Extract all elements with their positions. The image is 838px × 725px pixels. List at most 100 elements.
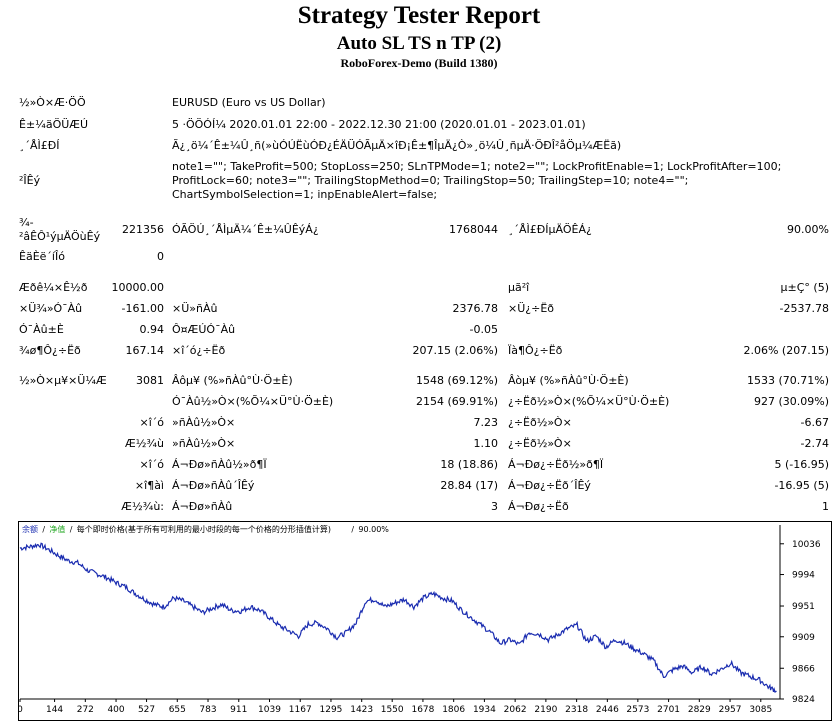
profit-trades-value: 2154 (69.91%) — [415, 395, 498, 408]
x-tick-label: 783 — [199, 705, 216, 715]
balance-series-line — [19, 542, 777, 693]
x-tick-label: 1295 — [320, 705, 343, 715]
x-tick-label: 1423 — [350, 705, 373, 715]
gross-loss-label: ×Ü¿÷Ëð — [508, 302, 555, 315]
gross-profit-value: 2376.78 — [452, 302, 499, 315]
long-positions-value: 1533 (70.71%) — [746, 374, 829, 387]
quality-label: ¸´ÅÌ£ÐÍµÄÖÊÁ¿ — [508, 223, 592, 236]
largest-profit-label: »ñÀû½»Ò× — [172, 416, 236, 429]
x-tick-label: 1039 — [258, 705, 281, 715]
short-positions-label: Âôµ¥ (%»ñÀû°Ù·Ö±È) — [172, 374, 293, 387]
largest-loss-value: -6.67 — [800, 416, 829, 429]
x-tick-label: 911 — [230, 705, 247, 715]
symbol-label: ½»Ò×Æ·ÖÖ — [19, 96, 86, 109]
maximal-profit-label: Á¬Ðø»ñÀû´ÎÊý — [172, 479, 255, 492]
bars-label: ¾-²âÊÔ¹ýµÄÖùÊý — [19, 216, 101, 243]
maximal-loss-label: Á¬Ðø¿÷Ëð´ÎÊý — [508, 479, 591, 492]
largest-label: ×î´ó — [139, 416, 164, 429]
average-loss-label: ¿÷Ëð½»Ò× — [508, 437, 572, 450]
gross-loss-value: -2537.78 — [779, 302, 829, 315]
average-profit-value: 1.10 — [473, 437, 499, 450]
y-tick-label: 9994 — [792, 571, 815, 581]
expected-payoff-value: -0.05 — [469, 323, 498, 336]
total-trades-label: ½»Ò×µ¥×Ü¼Æ — [19, 374, 107, 387]
y-tick-label: 9951 — [792, 602, 815, 612]
y-tick-label: 9909 — [792, 633, 815, 643]
x-tick-label: 400 — [107, 705, 124, 715]
net-profit-label: ×Ü¾»Ó¯Àû — [19, 302, 83, 315]
x-tick-label: 1550 — [381, 705, 404, 715]
short-positions-value: 1548 (69.12%) — [415, 374, 498, 387]
deposit-value: 10000.00 — [111, 281, 165, 294]
errors-value: 0 — [157, 250, 164, 263]
x-tick-label: 1934 — [473, 705, 496, 715]
net-profit-value: -161.00 — [121, 302, 164, 315]
x-tick-label: 2701 — [657, 705, 680, 715]
loss-trades-value: 927 (30.09%) — [753, 395, 829, 408]
rel-drawdown-value: 2.06% (207.15) — [743, 344, 829, 357]
x-tick-label: 1806 — [442, 705, 465, 715]
report-server: RoboForex-Demo (Build 1380) — [340, 56, 498, 70]
spread-label: µã²î — [508, 281, 530, 294]
profit-trades-label: Ó¯Àû½»Ò×(%Õ¼×Ü°Ù·Ö±È) — [172, 395, 334, 408]
chart-series — [19, 542, 777, 693]
average-profit-label: »ñÀû½»Ò× — [172, 437, 236, 450]
y-tick-label: 9824 — [792, 695, 815, 705]
legend-entry: 90.00% — [358, 525, 389, 534]
largest-loss-label: ¿÷Ëð½»Ò× — [508, 416, 572, 429]
max-consec-losses-value: 5 (-16.95) — [774, 458, 829, 471]
x-tick-label: 2190 — [534, 705, 557, 715]
x-tick-label: 2573 — [626, 705, 649, 715]
loss-trades-label: ¿÷Ëð½»Ò×(%Õ¼×Ü°Ù·Ö±È) — [508, 395, 670, 408]
legend-separator: / — [70, 525, 73, 534]
report-subtitle: Auto SL TS n TP (2) — [336, 33, 502, 54]
maximal-profit-value: 28.84 (17) — [440, 479, 498, 492]
average-loss-value: -2.74 — [800, 437, 829, 450]
max-consec-losses-label: Á¬Ðø¿÷Ëð½»ð¶Ï — [508, 458, 604, 471]
gross-profit-label: ×Ü»ñÀû — [172, 302, 218, 315]
abs-drawdown-label: ¾ø¶Ô¿÷Ëð — [19, 344, 81, 357]
average-label: Æ½¾ù — [124, 437, 164, 450]
max-drawdown-value: 207.15 (2.06%) — [412, 344, 498, 357]
model-label: ¸´ÅÌ£ÐÍ — [19, 139, 60, 152]
profit-factor-value: 0.94 — [139, 323, 165, 336]
y-axis-ticks: 10036 9994 9951 9909 9866 9824 — [780, 540, 821, 705]
legend-separator: / — [351, 525, 354, 534]
rel-drawdown-label: Ïà¶Ô¿÷Ëð — [508, 344, 563, 357]
x-tick-label: 2062 — [504, 705, 527, 715]
quality-value: 90.00% — [787, 223, 829, 236]
deposit-label: Æðê¼×Ê½ð — [19, 281, 88, 294]
avg-consec-wins-value: 3 — [491, 500, 498, 513]
avg-consec-losses-label: Á¬Ðø¿÷Ëð — [508, 500, 569, 513]
avg-consecutive-label: Æ½¾ù: — [121, 500, 164, 513]
long-positions-label: Âòµ¥ (%»ñÀû°Ù·Ö±È) — [508, 374, 629, 387]
x-tick-label: 1167 — [289, 705, 312, 715]
x-tick-label: 3085 — [749, 705, 772, 715]
total-trades-value: 3081 — [136, 374, 164, 387]
largest-profit-value: 7.23 — [473, 416, 499, 429]
profit-factor-label: Ó¯Àû±È — [19, 323, 64, 336]
avg-consec-wins-label: Á¬Ðø»ñÀû — [172, 500, 233, 513]
x-axis-ticks: 0 144 272 400 527 655 783 911 1039 1167 1295 1423 15… — [18, 699, 772, 715]
params-value: note1=""; TakeProfit=500; StopLoss=250; … — [172, 160, 782, 201]
ticks-value: 1768044 — [449, 223, 498, 236]
params-label: ²ÎÊý — [19, 174, 41, 187]
max-consecutive-label: ×î´ó — [139, 458, 164, 471]
x-tick-label: 655 — [169, 705, 186, 715]
expected-payoff-label: Ô¤ÆÚÓ¯Àû — [172, 323, 236, 336]
chart-legend: 余额 / 净值 / 每个即时价格(基于所有可利用的最小时段的每一个价格的分形插值计算) /… — [22, 524, 389, 534]
errors-label: ÊäÈë´íÎó — [19, 250, 65, 263]
period-label: Ê±¼äÖÜÆÚ — [19, 118, 89, 131]
period-value: 5 ·ÖÖÓÍ¼ 2020.01.01 22:00 - 2022.12.30 2… — [172, 118, 586, 131]
x-tick-label: 144 — [46, 705, 63, 715]
chart-frame — [18, 521, 832, 721]
symbol-value: EURUSD (Euro vs US Dollar) — [172, 96, 326, 109]
abs-drawdown-value: 167.14 — [125, 344, 165, 357]
x-tick-label: 2957 — [719, 705, 742, 715]
max-consec-wins-value: 18 (18.86) — [440, 458, 498, 471]
max-consec-wins-label: Á¬Ðø»ñÀû½»ð¶Ï — [172, 458, 267, 471]
spread-value: µ±Ç° (5) — [780, 281, 829, 294]
x-tick-label: 0 — [18, 705, 23, 715]
ticks-label: ÓÃÖÚ¸´ÅÌµÄ¼´Ê±¼ÛÊýÁ¿ — [172, 223, 319, 236]
y-tick-label: 9866 — [792, 664, 815, 674]
